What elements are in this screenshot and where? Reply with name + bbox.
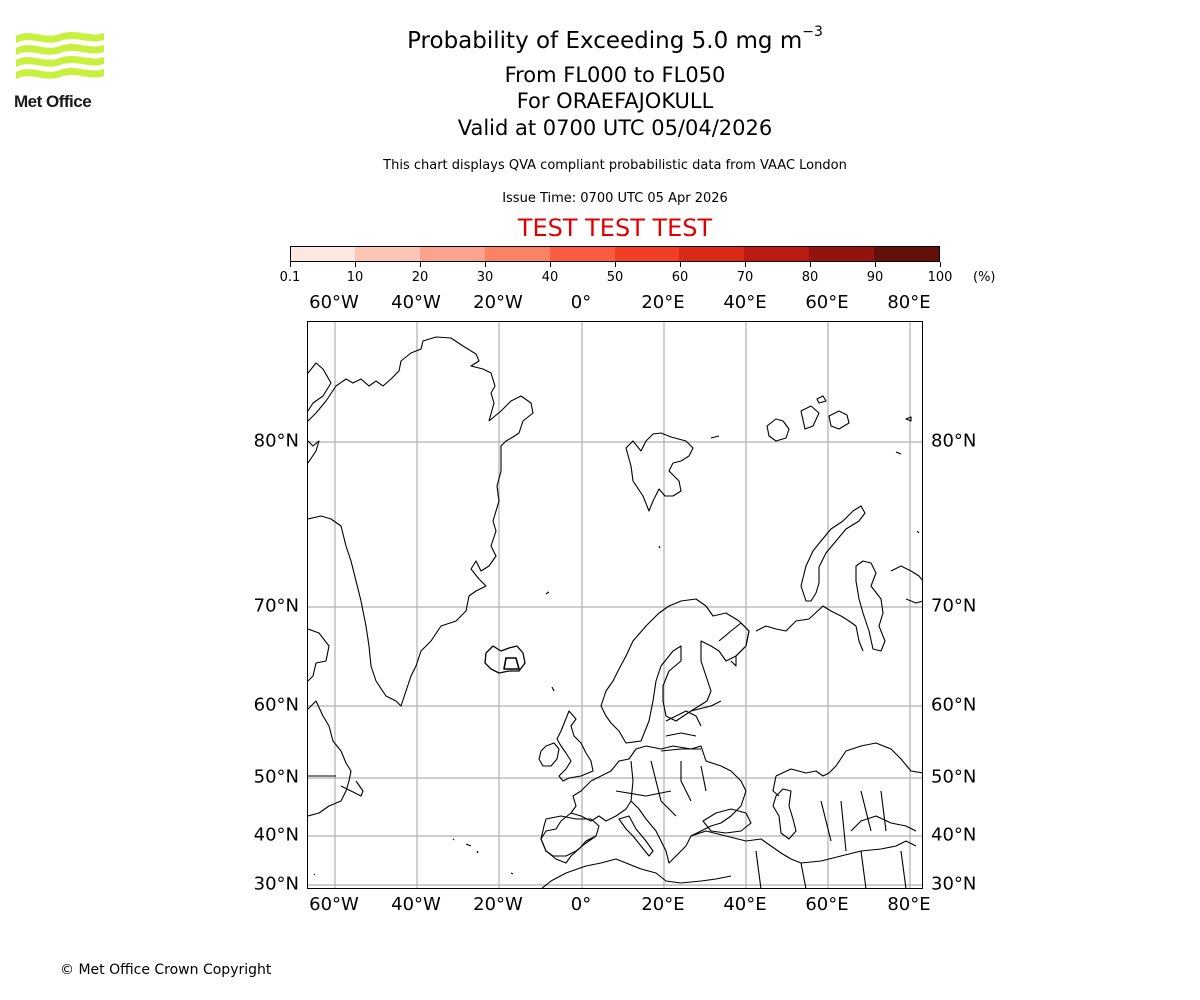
longitude-label: 40°W <box>391 292 441 313</box>
longitude-label: 20°W <box>473 292 523 313</box>
colorbar-segment <box>484 247 550 261</box>
longitude-label: 0° <box>570 894 592 915</box>
latitude-label: 50°N <box>253 766 299 788</box>
colorbar-tick-label: 20 <box>411 270 429 285</box>
colorbar-segment <box>874 247 940 261</box>
colorbar-tick <box>940 262 941 267</box>
colorbar-tick-label: 40 <box>541 270 559 285</box>
logo-text: Met Office <box>14 92 92 111</box>
latitude-label: 30°N <box>253 873 299 895</box>
colorbar-segment <box>354 247 420 261</box>
colorbar-tick <box>615 262 616 267</box>
longitude-label: 0° <box>570 292 592 313</box>
valid-time: Valid at 0700 UTC 05/04/2026 <box>457 116 773 140</box>
title-superscript: −3 <box>802 24 823 40</box>
longitude-label: 40°W <box>391 894 441 915</box>
colorbar-tick <box>420 262 421 267</box>
met-office-logo: Met Office <box>14 30 106 112</box>
latitude-label: 60°N <box>931 694 977 716</box>
met-office-waves-icon <box>16 32 104 79</box>
colorbar-segment <box>679 247 745 261</box>
flight-level-range: From FL000 to FL050 <box>504 63 726 87</box>
coastlines <box>308 336 922 888</box>
longitude-label: 20°E <box>641 894 685 915</box>
colorbar-tick-label: 60 <box>671 270 689 285</box>
latitude-label: 80°N <box>931 430 977 452</box>
latitude-label: 60°N <box>253 694 299 716</box>
longitude-label: 80°E <box>887 292 931 313</box>
longitude-label: 20°E <box>641 292 685 313</box>
colorbar-segment <box>419 247 485 261</box>
volcano-name: For ORAEFAJOKULL <box>516 89 714 113</box>
colorbar-segment <box>614 247 680 261</box>
latitude-label: 70°N <box>253 595 299 617</box>
colorbar-tick <box>745 262 746 267</box>
latitude-label: 50°N <box>931 766 977 788</box>
colorbar-tick-label: 90 <box>866 270 884 285</box>
colorbar-tick <box>485 262 486 267</box>
colorbar-tick-label: 70 <box>736 270 754 285</box>
colorbar-tick <box>355 262 356 267</box>
colorbar-segment <box>291 247 355 261</box>
latitude-label: 80°N <box>253 430 299 452</box>
colorbar-tick-label: 10 <box>346 270 364 285</box>
colorbar-tick-label: 30 <box>476 270 494 285</box>
colorbar <box>290 246 940 262</box>
coastline-map <box>308 322 922 888</box>
chart-subtitle: This chart displays QVA compliant probab… <box>383 158 847 173</box>
colorbar-tick <box>875 262 876 267</box>
colorbar-tick-label: 100 <box>927 270 953 285</box>
colorbar-tick-label: 80 <box>801 270 819 285</box>
longitude-label: 40°E <box>723 292 767 313</box>
copyright-notice: © Met Office Crown Copyright <box>60 962 272 978</box>
colorbar-unit: (%) <box>973 270 996 285</box>
longitude-label: 60°W <box>309 292 359 313</box>
longitude-label: 80°E <box>887 894 931 915</box>
latitude-label: 70°N <box>931 595 977 617</box>
colorbar-tick-label: 50 <box>606 270 624 285</box>
colorbar-segment <box>549 247 615 261</box>
longitude-label: 60°W <box>309 894 359 915</box>
latitude-label: 40°N <box>253 824 299 846</box>
chart-title: Probability of Exceeding 5.0 mg m−3 <box>0 24 1200 54</box>
longitude-label: 60°E <box>805 894 849 915</box>
colorbar-segment <box>744 247 810 261</box>
issue-time: Issue Time: 0700 UTC 05 Apr 2026 <box>502 191 728 206</box>
test-banner: TEST TEST TEST <box>517 214 713 242</box>
colorbar-tick <box>290 262 291 267</box>
graticule <box>308 322 922 888</box>
colorbar-tick <box>810 262 811 267</box>
title-text: Probability of Exceeding 5.0 mg m <box>407 28 803 54</box>
colorbar-tick-label: 0.1 <box>279 270 301 285</box>
colorbar-tick <box>550 262 551 267</box>
longitude-label: 60°E <box>805 292 849 313</box>
longitude-label: 20°W <box>473 894 523 915</box>
map-panel[interactable] <box>307 321 923 889</box>
longitude-label: 40°E <box>723 894 767 915</box>
latitude-label: 40°N <box>931 824 977 846</box>
latitude-label: 30°N <box>931 873 977 895</box>
colorbar-tick <box>680 262 681 267</box>
colorbar-segment <box>809 247 875 261</box>
